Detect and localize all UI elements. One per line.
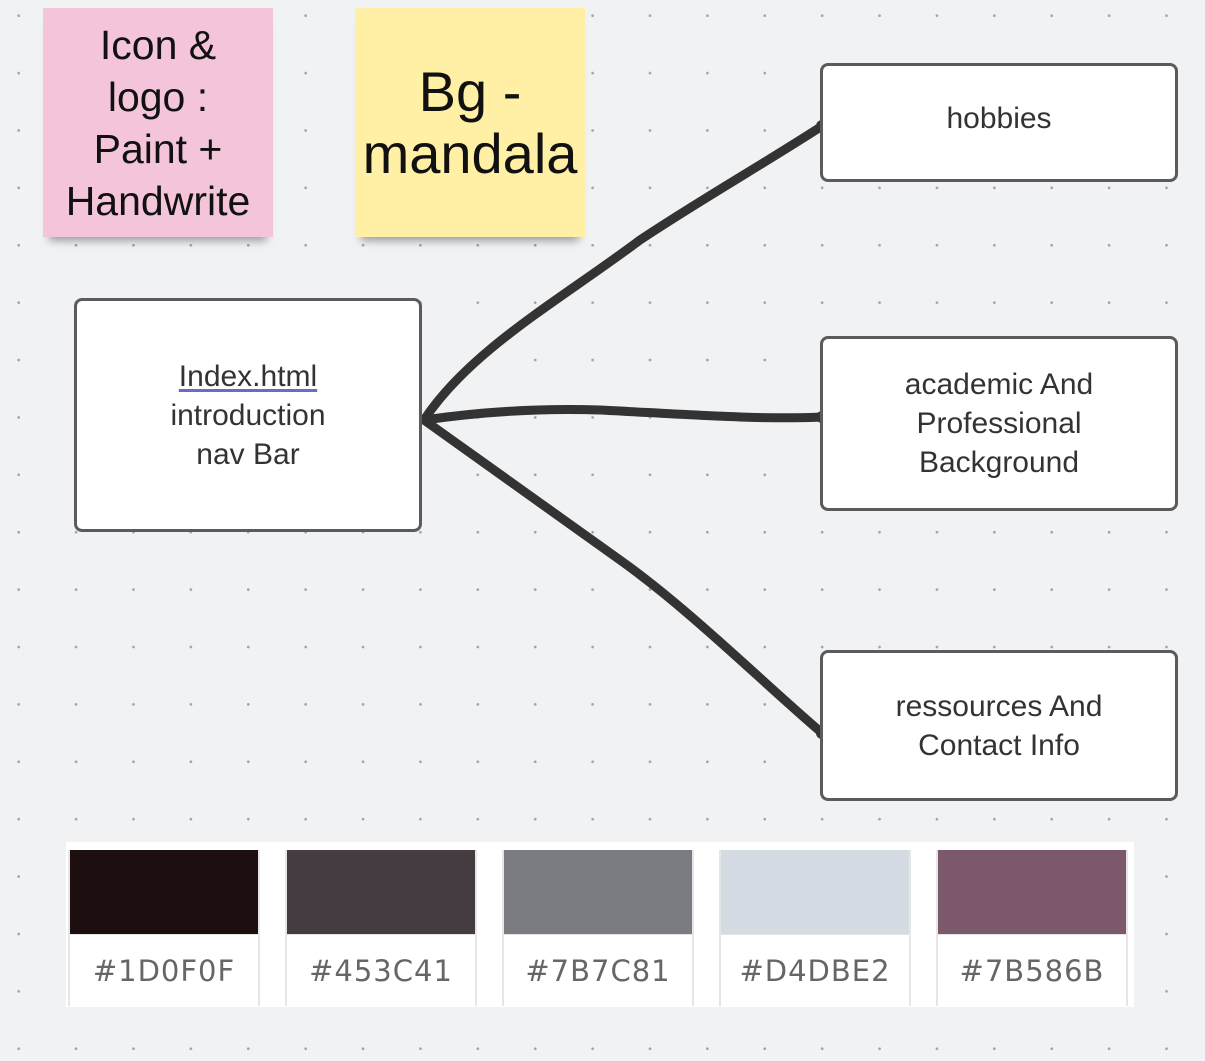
- sticky-note-line: mandala: [362, 121, 578, 185]
- swatch-hex-label: #7B7C81: [504, 934, 692, 1007]
- color-swatch[interactable]: #7B7C81: [502, 850, 694, 1006]
- connector-index-to-academic[interactable]: [419, 405, 827, 425]
- node-line: introduction: [170, 398, 326, 432]
- color-swatch[interactable]: #D4DBE2: [719, 850, 911, 1006]
- sticky-note-line: logo :: [107, 73, 209, 120]
- swatch-color-block: [70, 850, 258, 934]
- node-line: nav Bar: [196, 437, 300, 471]
- swatch-hex-label: #1D0F0F: [70, 934, 258, 1007]
- color-swatch[interactable]: #7B586B: [936, 850, 1128, 1006]
- sticky-note-line: Paint +: [93, 125, 223, 172]
- node-line: hobbies: [946, 102, 1052, 135]
- node-line: academic And: [904, 368, 1094, 401]
- color-swatch[interactable]: #453C41: [285, 850, 477, 1006]
- node-line: Background: [918, 446, 1080, 479]
- node-line: ressources And: [895, 689, 1103, 723]
- node-index[interactable]: Index.html introduction nav Bar: [74, 298, 422, 532]
- connector-index-to-hobbies[interactable]: [419, 121, 827, 425]
- node-line: Contact Info: [918, 728, 1080, 762]
- node-line: Professional: [916, 407, 1082, 440]
- node-academic-background[interactable]: academic And Professional Background: [820, 336, 1178, 511]
- sticky-note-background[interactable]: Bg - mandala: [355, 8, 585, 237]
- color-swatch[interactable]: #1D0F0F: [68, 850, 260, 1006]
- sticky-note-line: Bg -: [418, 59, 522, 123]
- swatch-color-block: [721, 850, 909, 934]
- sticky-note-icon-logo[interactable]: Icon & logo : Paint + Handwrite: [43, 8, 273, 237]
- swatch-color-block: [504, 850, 692, 934]
- swatch-color-block: [287, 850, 475, 934]
- color-palette[interactable]: #1D0F0F #453C41 #7B7C81 #D4DBE2 #7B586B: [66, 842, 1134, 1007]
- swatch-color-block: [938, 850, 1126, 934]
- connector-index-to-resources[interactable]: [419, 415, 827, 738]
- index-html-link[interactable]: Index.html: [178, 359, 318, 393]
- node-hobbies[interactable]: hobbies: [820, 63, 1178, 182]
- sticky-note-line: Handwrite: [65, 177, 251, 224]
- swatch-hex-label: #D4DBE2: [721, 934, 909, 1007]
- swatch-hex-label: #453C41: [287, 934, 475, 1007]
- swatch-hex-label: #7B586B: [938, 934, 1126, 1007]
- sticky-note-line: Icon &: [99, 21, 217, 68]
- node-resources-contact[interactable]: ressources And Contact Info: [820, 650, 1178, 801]
